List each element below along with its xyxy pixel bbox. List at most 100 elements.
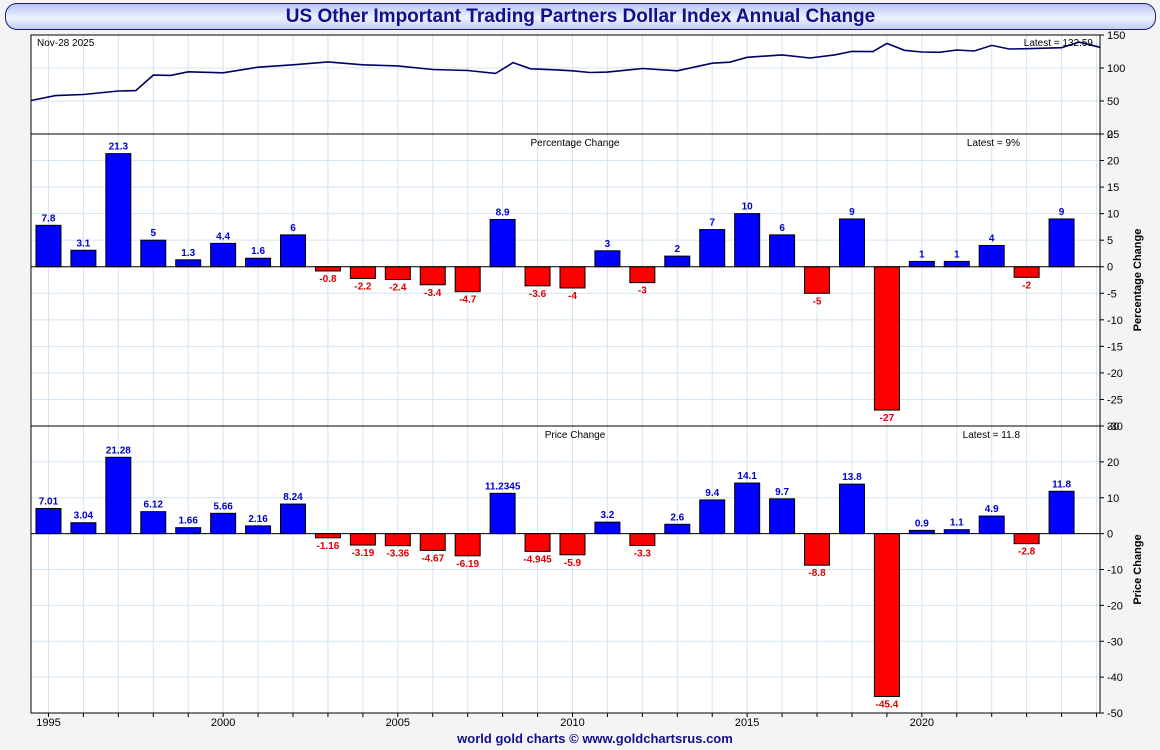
bar-value-label: 21.28 [106,445,131,456]
negative-bar [559,533,586,556]
panel-latest-label: Latest = 11.8 [963,430,1021,441]
y-tick-label: 50 [1107,96,1119,108]
bar-value-label: 1.1 [950,518,964,529]
bar-value-label: 7.8 [42,213,56,224]
bar-value-label: 11.2345 [485,481,521,492]
y-axis-title: Percentage Change [1132,229,1144,332]
y-tick-label: 10 [1107,493,1119,505]
x-tick-label: 2005 [386,717,410,729]
bar-value-label: 2 [675,244,681,255]
bar-value-label: -4.945 [523,554,552,565]
negative-bar [454,533,481,557]
y-tick-label: 10 [1107,209,1119,221]
negative-bar [1013,533,1040,545]
positive-bar [664,523,691,535]
positive-bar [734,213,761,268]
bar-value-label: 3.2 [600,510,614,521]
bar-value-label: -4.7 [459,295,477,306]
bar-value-label: 13.8 [842,472,862,483]
y-tick-label: 0 [1107,129,1113,141]
bar-value-label: 0.9 [915,518,929,529]
positive-bar [489,218,516,268]
bar-value-label: 6 [290,223,296,234]
bar-value-label: 9 [1059,207,1065,218]
negative-bar [1013,266,1040,278]
bar-value-label: 1 [919,249,925,260]
positive-bar [489,492,516,535]
bar-value-label: -2.4 [389,282,407,293]
y-tick-label: -5 [1107,288,1117,300]
negative-bar [419,266,446,286]
y-tick-label: 0 [1107,262,1113,274]
positive-bar [280,503,307,535]
y-tick-label: -20 [1107,600,1123,612]
positive-bar [210,512,237,535]
y-tick-label: -40 [1107,672,1123,684]
positive-bar [105,153,132,268]
negative-bar [349,533,376,546]
bar-value-label: -3.4 [424,288,442,299]
y-axis-title: Price Change [1132,534,1144,604]
positive-bar [70,522,97,535]
positive-bar [838,483,865,535]
bar-value-label: 9 [849,207,855,218]
negative-bar [419,533,446,551]
positive-bar [664,255,691,268]
y-tick-label: 5 [1107,235,1113,247]
negative-bar [384,266,411,280]
bar-value-label: 7.01 [39,496,59,507]
bar-value-label: -5 [813,296,822,307]
bar-value-label: -3.3 [634,548,652,559]
bar-value-label: 1.66 [178,516,198,527]
bar-value-label: -3.6 [529,289,547,300]
y-tick-label: 20 [1107,156,1119,168]
positive-bar [594,521,621,535]
index-line-series [30,41,1101,102]
bar-value-label: 1.3 [181,248,195,259]
bar-value-label: 4.4 [216,231,230,242]
positive-bar [943,529,970,535]
y-tick-label: -20 [1107,368,1123,380]
bar-value-label: 3.1 [76,238,90,249]
bar-value-label: -4 [568,291,577,302]
bar-value-label: -1.16 [317,541,340,552]
bar-value-label: -3.19 [351,548,374,559]
negative-bar [804,533,831,566]
bar-value-label: -2.2 [354,281,372,292]
positive-bar [210,242,237,268]
positive-bar [1048,490,1075,535]
bar-value-label: 6.12 [144,500,164,511]
x-tick-label: 2010 [560,717,584,729]
plot-area-border [30,34,1101,714]
negative-bar [384,533,411,547]
bar-value-label: 8.24 [283,492,303,503]
negative-bar [314,266,341,272]
bar-value-label: 10 [742,202,754,213]
negative-bar [804,266,831,294]
bar-value-label: 11.8 [1052,479,1071,490]
negative-bar [873,266,900,411]
bar-value-label: 3 [605,239,611,250]
bar-value-label: -2.8 [1018,547,1036,558]
positive-bar [35,507,62,535]
y-tick-label: 100 [1107,63,1125,75]
negative-bar [873,533,900,697]
positive-bar [838,218,865,268]
negative-bar [349,266,376,279]
bar-value-label: -27 [880,413,895,424]
positive-bar [245,257,272,268]
negative-bar [629,533,656,546]
bar-value-label: 3.04 [74,511,94,522]
bar-value-label: 6 [779,223,785,234]
date-label: Nov-28 2025 [37,38,95,49]
bar-value-label: 2.16 [248,514,268,525]
positive-bar [1048,218,1075,268]
y-tick-label: -15 [1107,341,1123,353]
bar-value-label: -3.36 [386,549,409,560]
bar-value-label: 4 [989,233,995,244]
y-tick-label: 25 [1107,129,1119,141]
y-tick-label: -30 [1107,421,1123,433]
bar-value-label: -0.8 [319,274,337,285]
